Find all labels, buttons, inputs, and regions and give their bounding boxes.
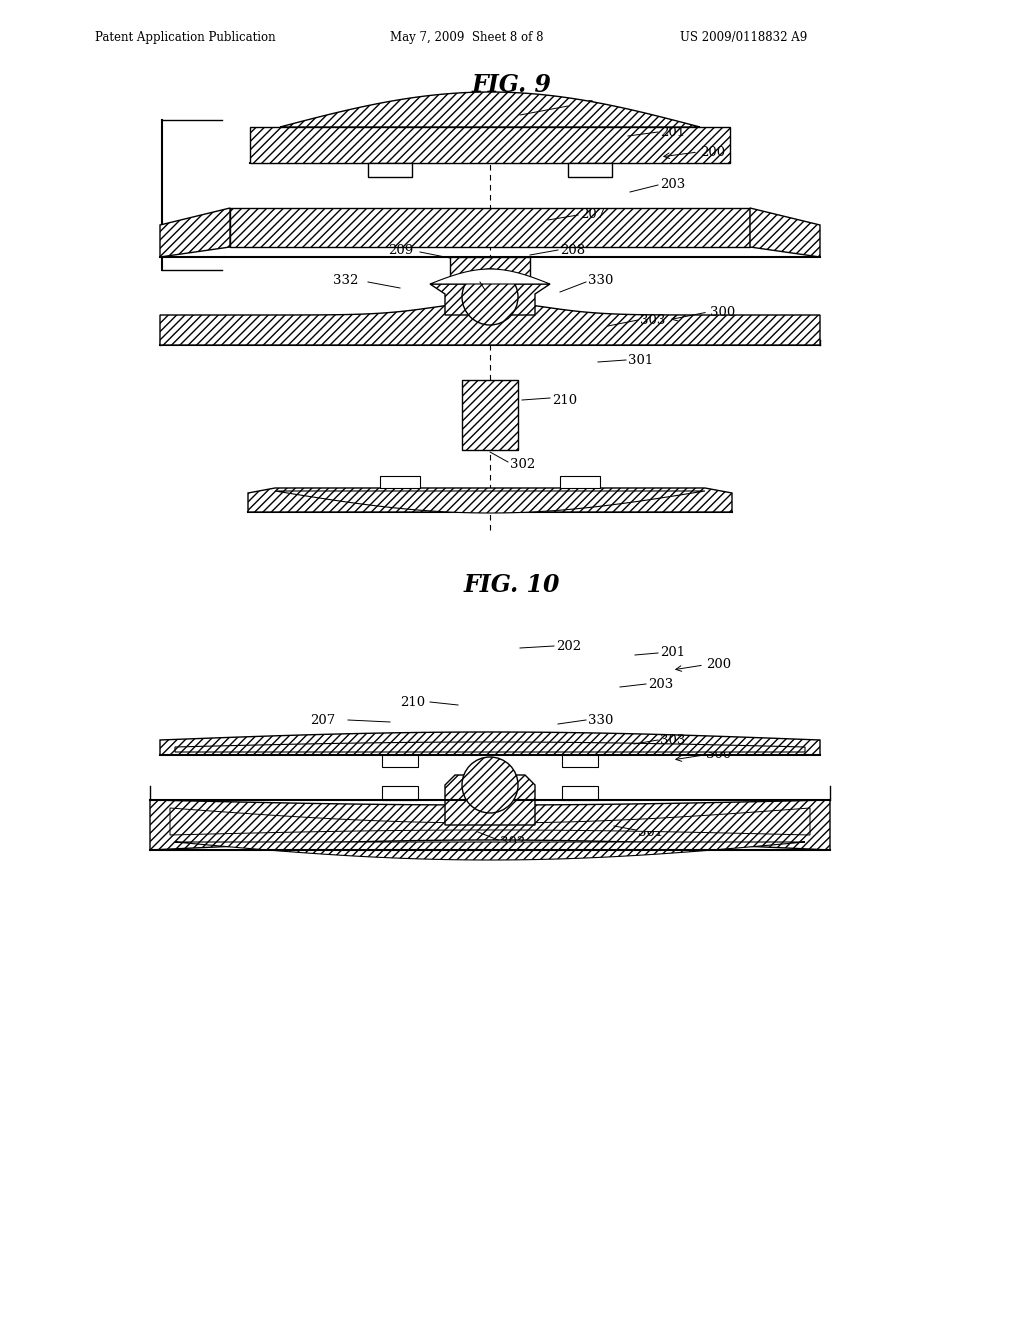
Text: FIG. 9: FIG. 9 <box>472 73 552 96</box>
Polygon shape <box>562 785 598 800</box>
Text: 303: 303 <box>660 734 685 747</box>
Polygon shape <box>280 92 700 127</box>
Text: 333: 333 <box>480 273 506 286</box>
Text: 210: 210 <box>400 696 425 709</box>
Text: 207: 207 <box>580 209 605 222</box>
Text: 301: 301 <box>638 825 664 838</box>
Polygon shape <box>750 209 820 257</box>
Text: 201: 201 <box>660 645 685 659</box>
Text: 202: 202 <box>556 639 582 652</box>
Text: Patent Application Publication: Patent Application Publication <box>95 30 275 44</box>
Text: 200: 200 <box>706 659 731 672</box>
Polygon shape <box>382 785 418 800</box>
Ellipse shape <box>462 756 518 813</box>
Text: 302: 302 <box>510 458 536 471</box>
Ellipse shape <box>462 269 518 325</box>
Polygon shape <box>430 269 550 284</box>
Text: 201: 201 <box>660 125 685 139</box>
Text: FIG. 10: FIG. 10 <box>464 573 560 597</box>
Polygon shape <box>175 742 805 752</box>
Polygon shape <box>160 733 820 755</box>
Polygon shape <box>445 775 535 825</box>
Polygon shape <box>368 162 412 177</box>
Polygon shape <box>562 755 598 767</box>
Text: 203: 203 <box>660 178 685 191</box>
Polygon shape <box>430 284 550 315</box>
Polygon shape <box>568 162 612 177</box>
Polygon shape <box>160 302 820 345</box>
Text: US 2009/0118832 A9: US 2009/0118832 A9 <box>680 30 807 44</box>
Polygon shape <box>275 491 705 513</box>
Polygon shape <box>462 380 518 450</box>
Polygon shape <box>250 127 730 162</box>
Polygon shape <box>380 477 420 488</box>
Polygon shape <box>175 842 805 861</box>
Text: 332: 332 <box>333 273 358 286</box>
Polygon shape <box>150 800 830 850</box>
Text: 300: 300 <box>710 305 735 318</box>
Text: 300: 300 <box>706 748 731 762</box>
Polygon shape <box>450 257 530 297</box>
Text: 203: 203 <box>648 677 673 690</box>
Text: May 7, 2009  Sheet 8 of 8: May 7, 2009 Sheet 8 of 8 <box>390 30 544 44</box>
Polygon shape <box>160 209 230 257</box>
Text: 302: 302 <box>500 837 525 850</box>
Polygon shape <box>248 488 732 512</box>
Text: 301: 301 <box>628 354 653 367</box>
Polygon shape <box>470 767 510 820</box>
Text: 208: 208 <box>560 243 585 256</box>
Text: 200: 200 <box>700 145 725 158</box>
Text: 207: 207 <box>310 714 335 726</box>
Text: 330: 330 <box>588 273 613 286</box>
Polygon shape <box>560 477 600 488</box>
Text: 303: 303 <box>640 314 666 326</box>
Text: 209: 209 <box>388 243 414 256</box>
Text: 330: 330 <box>588 714 613 726</box>
Polygon shape <box>382 755 418 767</box>
Polygon shape <box>170 808 810 836</box>
Text: 210: 210 <box>552 393 578 407</box>
Text: 202: 202 <box>570 99 595 112</box>
Polygon shape <box>230 209 750 247</box>
